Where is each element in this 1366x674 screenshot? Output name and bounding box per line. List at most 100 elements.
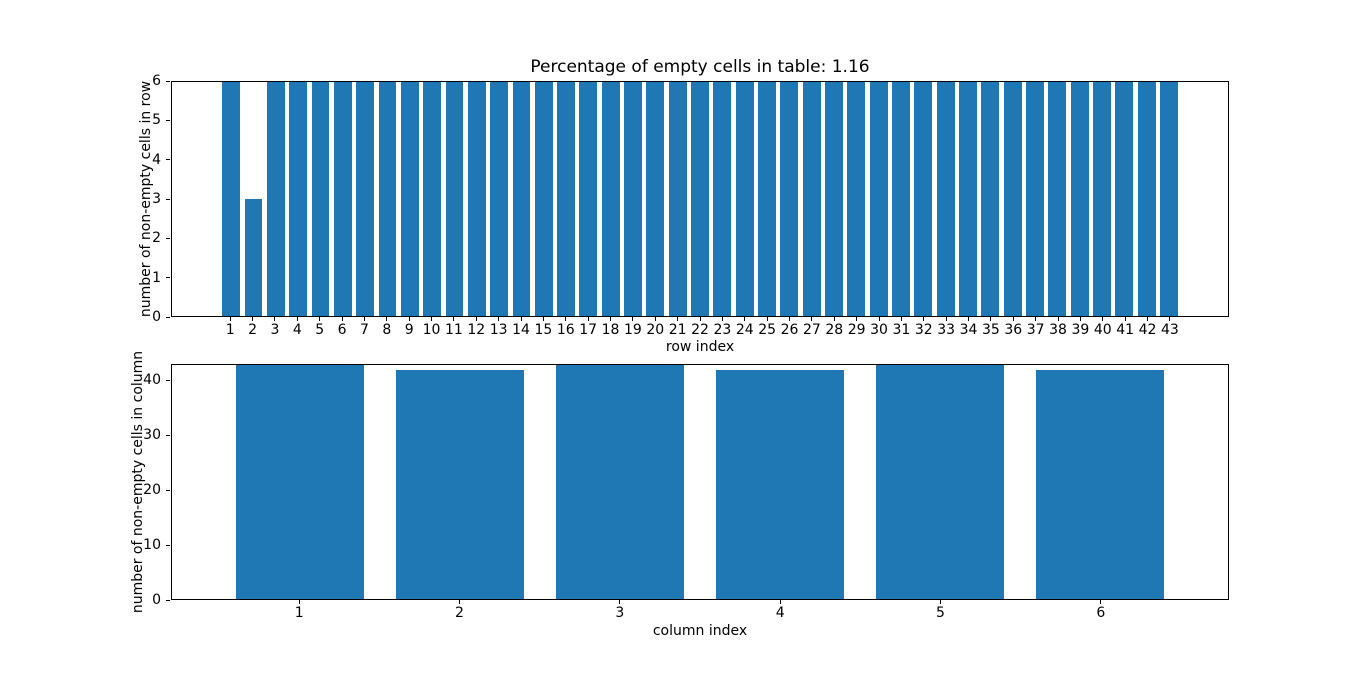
x-tick: 15 bbox=[532, 317, 554, 338]
bar-slot bbox=[1001, 82, 1023, 316]
bar-slot bbox=[466, 82, 488, 316]
bar bbox=[490, 82, 509, 316]
x-tick-mark bbox=[1147, 317, 1149, 321]
x-tick-label: 19 bbox=[624, 322, 642, 338]
y-tick-label: 0 bbox=[152, 309, 161, 325]
x-tick-label: 4 bbox=[775, 605, 785, 621]
x-tick: 42 bbox=[1136, 317, 1158, 338]
x-axis-label: row index bbox=[665, 339, 735, 355]
bar-slot bbox=[488, 82, 510, 316]
x-tick: 13 bbox=[488, 317, 510, 338]
bar bbox=[825, 82, 843, 316]
bar bbox=[668, 82, 687, 316]
x-tick: 9 bbox=[398, 317, 420, 338]
bar bbox=[378, 82, 397, 316]
x-tick: 28 bbox=[823, 317, 845, 338]
y-tick-mark bbox=[166, 379, 170, 381]
x-tick: 32 bbox=[913, 317, 935, 338]
y-tick: 6 bbox=[152, 73, 170, 89]
x-tick: 8 bbox=[376, 317, 398, 338]
x-tick: 41 bbox=[1114, 317, 1136, 338]
x-tick-label: 2 bbox=[455, 605, 464, 621]
bar-slot bbox=[555, 82, 577, 316]
bar-slot bbox=[354, 82, 376, 316]
bar-slot bbox=[845, 82, 867, 316]
x-tick-label: 5 bbox=[936, 605, 945, 621]
bar bbox=[802, 82, 821, 316]
x-tick-label: 15 bbox=[534, 322, 553, 338]
x-tick: 12 bbox=[465, 317, 487, 338]
plot-area bbox=[171, 81, 1229, 317]
x-tick-label: 34 bbox=[959, 322, 978, 338]
x-tick: 14 bbox=[510, 317, 532, 338]
bar-slot bbox=[1068, 82, 1090, 316]
y-tick-mark bbox=[166, 434, 170, 436]
x-tick-label: 35 bbox=[982, 322, 1000, 338]
x-tick-label: 25 bbox=[758, 322, 777, 338]
bar bbox=[1036, 370, 1164, 599]
x-tick-mark bbox=[779, 600, 781, 604]
bar-slot bbox=[1020, 365, 1180, 599]
bar bbox=[869, 82, 888, 316]
x-tick-mark bbox=[458, 600, 460, 604]
bar-slot bbox=[332, 82, 354, 316]
bar bbox=[1070, 82, 1089, 316]
x-axis-label: column index bbox=[652, 623, 748, 639]
bar-slot bbox=[823, 82, 845, 316]
bar-slot bbox=[1046, 82, 1068, 316]
x-tick-mark bbox=[498, 317, 500, 321]
bar-slot bbox=[734, 82, 756, 316]
y-tick-label: 10 bbox=[143, 537, 161, 554]
x-tick: 4 bbox=[286, 317, 308, 338]
x-tick-label: 18 bbox=[601, 322, 620, 338]
x-tick: 33 bbox=[935, 317, 957, 338]
y-tick-label: 4 bbox=[152, 151, 161, 168]
y-tick: 3 bbox=[152, 191, 170, 207]
bar bbox=[236, 365, 364, 599]
bar-slot bbox=[1158, 82, 1180, 316]
x-tick-mark bbox=[542, 317, 544, 321]
y-axis-ticks: 0 10 20 30 40 bbox=[0, 364, 170, 607]
bar bbox=[601, 82, 620, 316]
x-tick-mark bbox=[632, 317, 634, 321]
y-tick-label: 30 bbox=[143, 427, 161, 444]
bar bbox=[266, 82, 285, 316]
y-tick: 0 bbox=[152, 309, 170, 325]
x-tick-mark bbox=[386, 317, 388, 321]
bar-slot bbox=[577, 82, 599, 316]
bar-slot bbox=[287, 82, 309, 316]
x-tick-mark bbox=[1169, 317, 1171, 321]
y-tick-mark bbox=[166, 159, 170, 161]
x-tick-mark bbox=[990, 317, 992, 321]
x-tick-mark bbox=[431, 317, 433, 321]
x-tick-label: 32 bbox=[914, 322, 933, 338]
x-tick-mark bbox=[453, 317, 455, 321]
bar bbox=[311, 82, 330, 316]
bar bbox=[1048, 82, 1067, 316]
bar bbox=[356, 82, 375, 316]
x-tick: 21 bbox=[667, 317, 689, 338]
x-tick-label: 13 bbox=[489, 322, 508, 338]
y-tick-mark bbox=[166, 277, 170, 279]
x-tick-label: 6 bbox=[1096, 605, 1106, 621]
x-tick: 3 bbox=[264, 317, 286, 338]
y-tick-mark bbox=[166, 544, 170, 546]
x-tick: 35 bbox=[980, 317, 1002, 338]
x-tick-label: 4 bbox=[292, 322, 302, 338]
bar-slot bbox=[1135, 82, 1157, 316]
bar-slot bbox=[756, 82, 778, 316]
bar bbox=[847, 82, 866, 316]
x-tick: 38 bbox=[1047, 317, 1069, 338]
x-axis-ticks: 1 2 3 4 5 6 bbox=[171, 600, 1229, 621]
bar-slot bbox=[399, 82, 421, 316]
bar bbox=[534, 82, 553, 316]
y-tick-label: 3 bbox=[152, 191, 161, 207]
bar bbox=[936, 82, 955, 316]
y-tick-label: 0 bbox=[152, 592, 161, 608]
x-tick: 5 bbox=[860, 600, 1020, 621]
x-tick-mark bbox=[363, 317, 365, 321]
x-tick: 7 bbox=[353, 317, 375, 338]
x-tick-mark bbox=[699, 317, 701, 321]
x-tick-mark bbox=[274, 317, 276, 321]
bar bbox=[423, 82, 442, 316]
